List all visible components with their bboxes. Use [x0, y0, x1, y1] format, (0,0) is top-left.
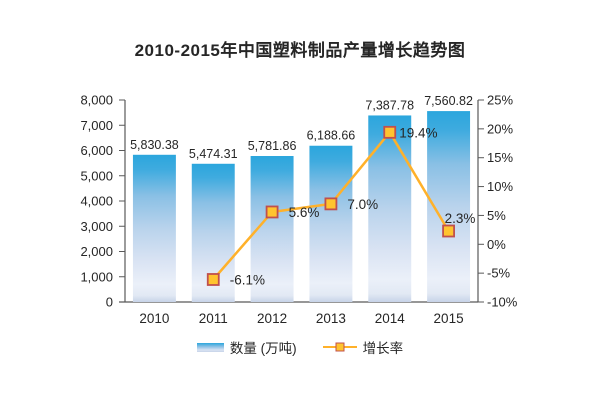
left-axis-tick-label: 2,000	[80, 244, 113, 259]
x-axis-label: 2015	[434, 311, 464, 326]
x-axis-label: 2013	[316, 311, 346, 326]
left-axis-tick-label: 4,000	[80, 194, 113, 209]
bar-value-label: 5,830.38	[130, 138, 179, 152]
right-axis-tick-label: -10%	[487, 295, 518, 310]
bar	[368, 115, 412, 302]
left-axis-tick-label: 0	[106, 295, 113, 310]
right-axis-tick-label: 20%	[487, 121, 513, 136]
left-axis-tick-label: 3,000	[80, 219, 113, 234]
right-axis-tick-label: 15%	[487, 150, 513, 165]
legend-label-growth: 增长率	[362, 341, 404, 356]
right-axis-tick-label: 0%	[487, 237, 506, 252]
bar-series-swatch-icon	[196, 342, 224, 352]
line-marker	[206, 273, 220, 286]
right-axis-tick-label: 10%	[487, 179, 513, 194]
left-axis-tick-label: 8,000	[80, 93, 113, 108]
left-axis-tick-label: 5,000	[80, 168, 113, 183]
bar	[309, 145, 353, 302]
legend-label-quantity: 数量 (万吨)	[229, 341, 297, 356]
line-marker	[442, 224, 455, 238]
line-swatch-marker	[335, 342, 345, 352]
bar-value-label: 5,474.31	[189, 147, 238, 161]
line-marker	[265, 205, 279, 219]
legend-item-growth: 增长率	[322, 337, 404, 357]
line-value-label: 5.6%	[289, 205, 320, 220]
x-axis-label: 2011	[199, 311, 228, 326]
line-marker	[383, 125, 397, 139]
bar-value-label: 5,781.86	[248, 139, 297, 153]
bar-value-label: 7,560.82	[424, 94, 473, 108]
x-axis-label: 2014	[375, 311, 406, 326]
line-value-label: 2.3%	[445, 211, 476, 226]
bar-value-label: 7,387.78	[365, 98, 414, 112]
left-axis-tick-label: 6,000	[80, 143, 113, 158]
line-value-label: 7.0%	[347, 197, 378, 212]
bar	[132, 154, 176, 302]
right-axis-tick-label: 5%	[487, 208, 506, 223]
left-axis-tick-label: 7,000	[80, 118, 113, 133]
line-value-label: -6.1%	[230, 272, 265, 287]
line-value-label: 19.4%	[399, 125, 437, 140]
chart-legend: 数量 (万吨) 增长率	[0, 337, 600, 357]
bar-value-label: 6,188.66	[307, 129, 356, 143]
x-axis-label: 2012	[257, 311, 287, 326]
right-axis-tick-label: 25%	[487, 93, 513, 108]
line-marker	[324, 197, 338, 211]
line-series-swatch-icon	[322, 341, 357, 353]
x-axis-label: 2010	[139, 311, 169, 326]
right-axis-tick-label: -5%	[487, 266, 511, 281]
left-axis-tick-label: 1,000	[80, 269, 113, 284]
legend-item-quantity: 数量 (万吨)	[196, 337, 297, 357]
chart-title: 2010-2015年中国塑料制品产量增长趋势图	[134, 41, 466, 60]
